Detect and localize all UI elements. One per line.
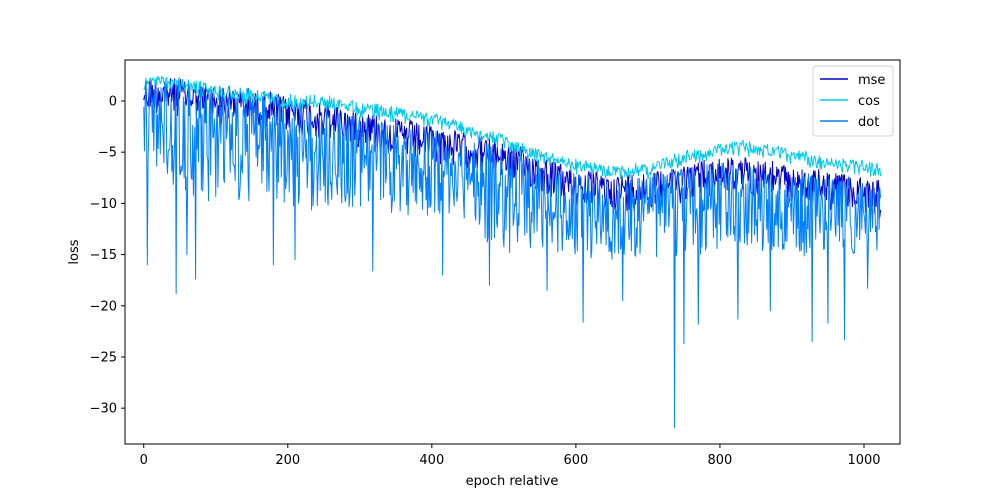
x-axis-ticks: 0 200 400 600 800 1000 xyxy=(140,444,881,468)
series-line-cos xyxy=(143,75,882,180)
y-tick-label: −10 xyxy=(90,197,117,212)
y-tick-label: −5 xyxy=(98,146,117,161)
axes-frame xyxy=(124,59,901,445)
y-tick-label: −30 xyxy=(90,402,117,417)
series-line-dot xyxy=(143,80,882,429)
legend-label-mse: mse xyxy=(858,73,885,88)
y-axis-ticks: 0 −5 −10 −15 −20 −25 −30 xyxy=(90,94,125,417)
legend-label-cos: cos xyxy=(858,94,880,109)
x-tick-label: 1000 xyxy=(847,453,880,468)
plot-area xyxy=(125,60,900,444)
legend: mse cos dot xyxy=(812,65,894,137)
y-tick-label: −15 xyxy=(90,248,117,263)
legend-box xyxy=(812,65,894,137)
x-tick-label: 600 xyxy=(563,453,588,468)
y-tick-label: 0 xyxy=(109,94,117,109)
series-layer xyxy=(143,75,882,429)
y-axis-label: loss xyxy=(67,239,82,264)
x-tick-label: 400 xyxy=(419,453,444,468)
y-tick-label: −20 xyxy=(90,299,117,314)
y-tick-label: −25 xyxy=(90,350,117,365)
x-tick-label: 800 xyxy=(708,453,733,468)
legend-label-dot: dot xyxy=(858,115,879,130)
x-tick-label: 0 xyxy=(140,453,148,468)
x-axis-label: epoch relative xyxy=(466,474,559,489)
x-tick-label: 200 xyxy=(275,453,300,468)
